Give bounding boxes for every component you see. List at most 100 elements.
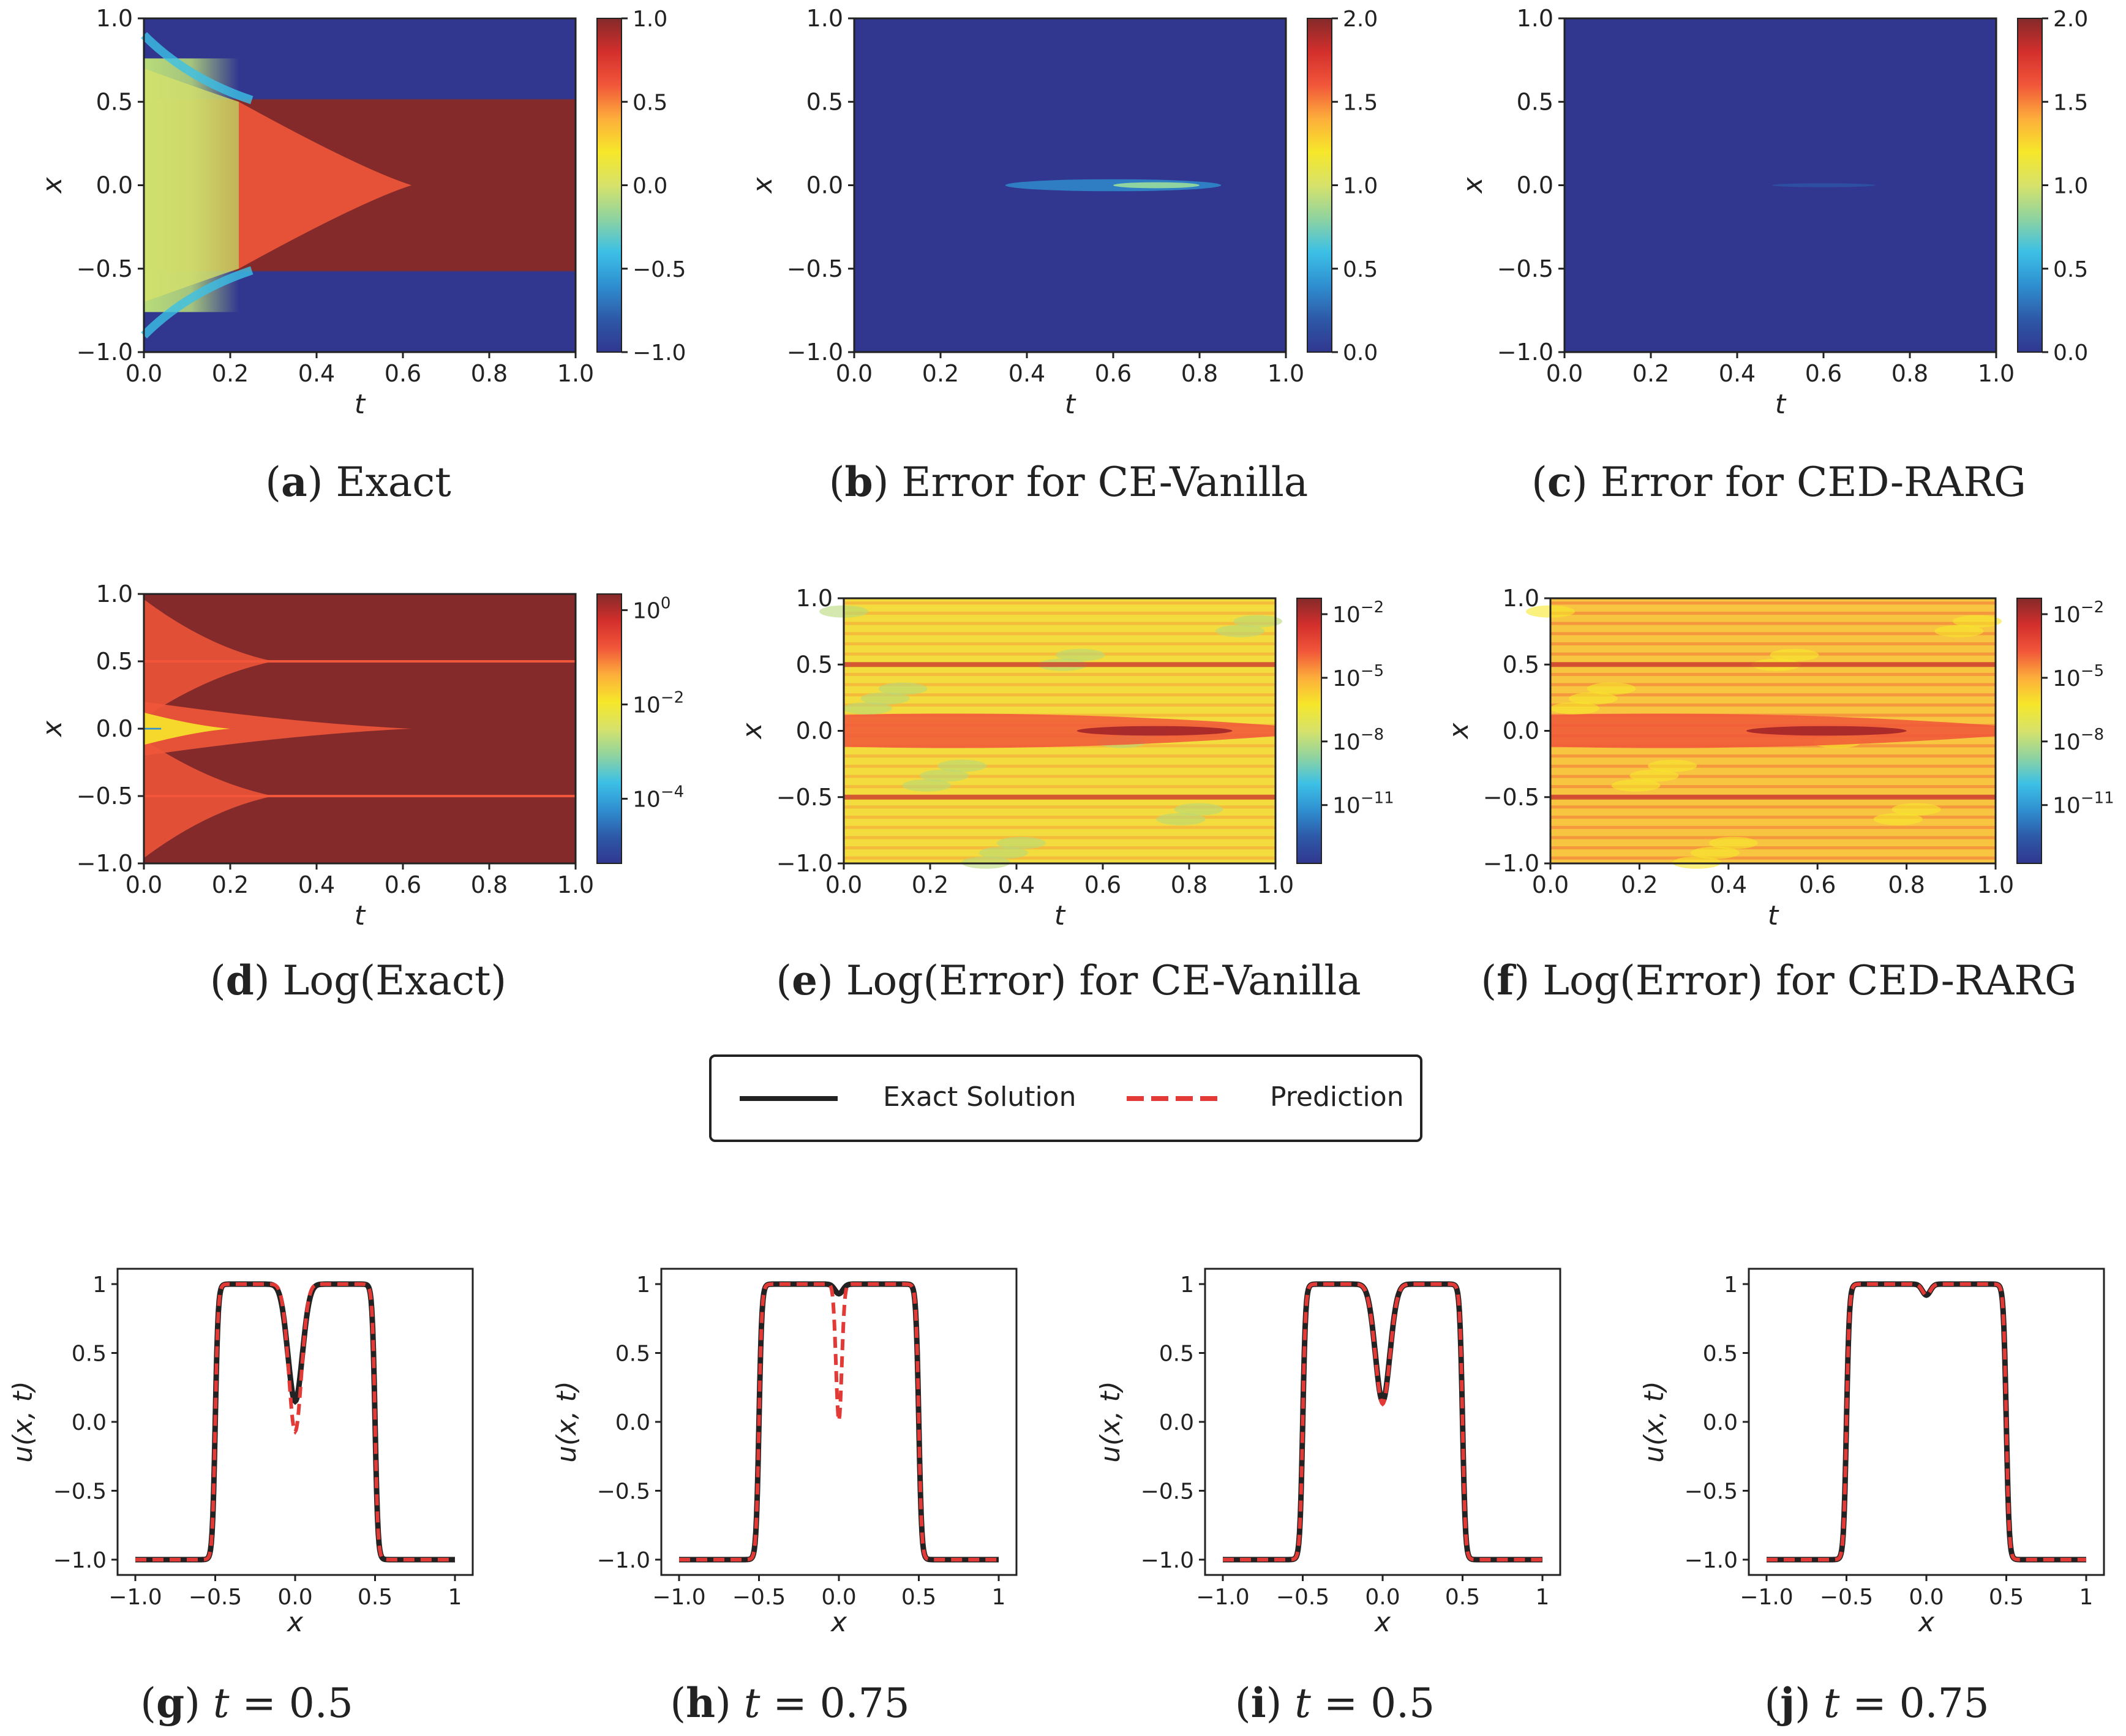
y-tick-label: 1.0 (96, 581, 133, 607)
legend: Exact Solution Prediction (709, 1054, 1422, 1142)
x-tick-label: 0.5 (1989, 1585, 2024, 1610)
x-axis-label: x (830, 1607, 847, 1638)
colorbar-tick-label: 1.0 (633, 7, 667, 32)
y-tick-label: 0.0 (615, 1410, 650, 1435)
heatmap-e-ridge-0 (844, 662, 1275, 667)
y-tick-label: −1.0 (53, 1548, 107, 1573)
heatmap-e-stripe (844, 836, 1275, 840)
heatmap-d-ridge-1 (144, 795, 576, 797)
y-tick-label: 1 (1724, 1272, 1738, 1298)
x-tick-label: 0.0 (1546, 360, 1583, 387)
heatmap-e-stripe (844, 642, 1275, 645)
x-tick-label: 0.4 (1710, 871, 1747, 898)
caption-d: (d) Log(Exact) (209, 956, 507, 1004)
y-tick-label: −1.0 (1141, 1548, 1194, 1573)
heatmap-e-blot (843, 702, 892, 715)
colorbar-tick-label: 2.0 (2053, 7, 2088, 32)
legend-exact-label: Exact Solution (883, 1081, 1076, 1113)
x-axis-label: t (355, 900, 366, 931)
y-tick-label: −0.5 (1497, 255, 1553, 282)
lineplot-h-series-prediction (679, 1282, 999, 1561)
heatmap-f-stripe (1550, 754, 1996, 758)
y-tick-label: −0.5 (787, 255, 843, 282)
y-tick-label: 1.0 (1503, 585, 1539, 612)
heatmap-f-stripe (1550, 856, 1996, 860)
x-tick-label: 1 (2079, 1585, 2094, 1610)
x-tick-label: 0.4 (298, 871, 335, 898)
y-tick-label: 1.0 (806, 5, 843, 32)
heatmap-e-core (1076, 726, 1233, 736)
x-tick-label: 0.2 (212, 871, 249, 898)
caption-g: (g) t = 0.5 (140, 1679, 353, 1727)
heatmap-e-stripe (844, 856, 1275, 860)
x-axis-label: t (1054, 900, 1066, 931)
y-tick-label: 0.0 (1503, 718, 1539, 745)
heatmap-e-stripe (844, 825, 1275, 829)
colorbar-f (2016, 598, 2042, 864)
heatmap-e-stripe (844, 846, 1275, 850)
heatmap-e-blot (996, 836, 1046, 849)
heatmap-e-stripe (844, 775, 1275, 778)
x-tick-label: 0.8 (1888, 871, 1925, 898)
heatmap-f-stripe (1550, 683, 1996, 686)
heatmap-f-blot (1934, 625, 1984, 637)
heatmap-f-blot (1770, 648, 1819, 661)
colorbar-tick-label: 0.5 (1343, 257, 1378, 282)
legend-prediction-label: Prediction (1270, 1081, 1404, 1113)
colorbar-tick-label: 100 (633, 594, 670, 623)
heatmap-f-stripe (1550, 611, 1996, 615)
y-tick-label: −1.0 (1483, 850, 1539, 877)
y-tick-label: 0.5 (72, 1342, 107, 1367)
colorbar-tick-label: 1.5 (1343, 90, 1378, 115)
colorbar-tick-label: 10−4 (633, 783, 684, 812)
heatmap-e-blot (1174, 803, 1223, 816)
caption-j: (j) t = 0.75 (1764, 1679, 1989, 1727)
y-axis-label: x (1457, 177, 1489, 195)
colorbar-tick-label: 2.0 (1343, 7, 1378, 32)
heatmap-e-stripe (844, 764, 1275, 768)
y-tick-label: 0.5 (1159, 1342, 1194, 1367)
x-tick-label: −0.5 (732, 1585, 786, 1610)
y-tick-label: 1 (636, 1272, 650, 1298)
y-tick-label: 0.0 (1517, 172, 1553, 199)
colorbar-tick-label: −1.0 (633, 340, 686, 366)
y-tick-label: −1.0 (597, 1548, 650, 1573)
colorbar-tick-label: 10−11 (2053, 789, 2114, 819)
x-tick-label: −1.0 (108, 1585, 162, 1610)
x-tick-label: 0.6 (385, 360, 421, 387)
caption-a: (a) Exact (265, 458, 451, 506)
heatmap-e-blot (1215, 625, 1265, 637)
lineplot-h-frame (660, 1268, 1018, 1576)
y-tick-label: 0.0 (96, 172, 133, 199)
heatmap-e-blot (937, 759, 987, 772)
colorbar-tick-label: 1.0 (1343, 174, 1378, 199)
y-tick-label: 0.0 (796, 718, 833, 745)
heatmap-e-stripe (844, 622, 1275, 625)
heatmap-d-wedge (144, 702, 412, 756)
y-tick-label: −1.0 (787, 339, 843, 366)
y-tick-label: 0.5 (96, 648, 133, 675)
y-axis-label: u(x, t) (1095, 1381, 1126, 1462)
x-tick-label: 0.6 (1084, 871, 1121, 898)
heatmap-f-stripe (1550, 785, 1996, 789)
colorbar-tick-label: 0.5 (2053, 257, 2088, 282)
heatmap-e-stripe (844, 693, 1275, 697)
heatmap-f-stripe (1550, 672, 1996, 676)
colorbar-tick-label: 10−5 (2053, 662, 2104, 691)
colorbar-tick-label: 1.5 (2053, 90, 2088, 115)
heatmap-f-blot (1550, 702, 1599, 715)
x-axis-label: t (1065, 389, 1076, 420)
x-tick-label: −1.0 (1196, 1585, 1249, 1610)
y-tick-label: 0.5 (615, 1342, 650, 1367)
heatmap-f-blot (1873, 813, 1923, 825)
y-tick-label: 1.0 (796, 585, 833, 612)
x-axis-label: x (286, 1607, 304, 1638)
x-tick-label: −0.5 (1820, 1585, 1873, 1610)
x-axis-label: t (355, 389, 366, 420)
heatmap-f-stripe (1550, 632, 1996, 636)
caption-b: (b) Error for CE-Vanilla (828, 458, 1309, 506)
x-tick-label: 1.0 (1268, 360, 1304, 387)
x-tick-label: 0.4 (998, 871, 1035, 898)
x-tick-label: 0.6 (1095, 360, 1132, 387)
heatmap-f-stripe (1550, 693, 1996, 697)
